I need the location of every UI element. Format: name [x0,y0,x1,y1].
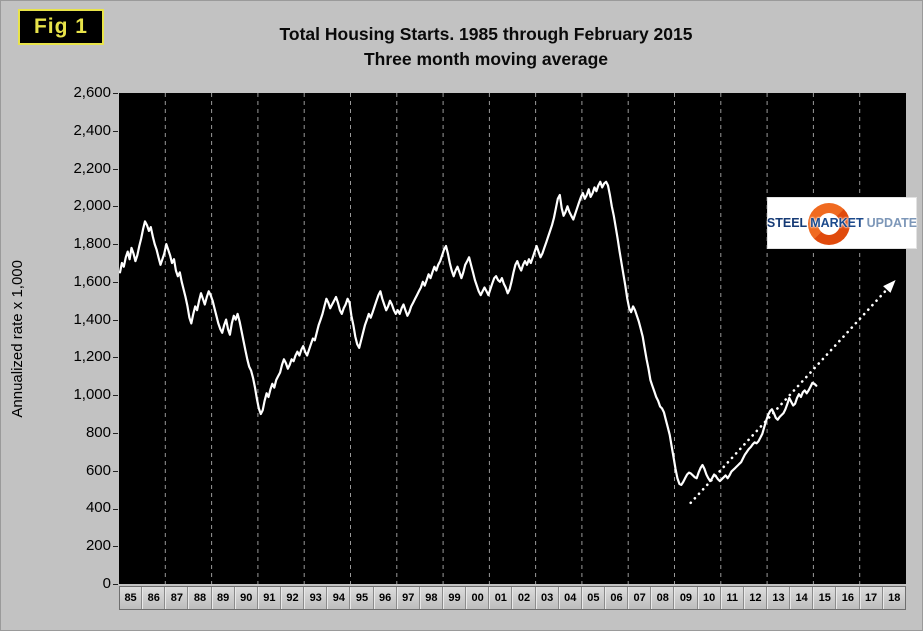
y-axis-tick-mark [113,470,118,472]
x-axis-year-cell: 09 [674,587,698,609]
x-axis-year-cell: 12 [743,587,767,609]
trend-projection-line [689,288,889,505]
x-axis-year-cell: 92 [280,587,305,609]
x-axis-year-cell: 16 [836,587,860,609]
y-axis-tick-label: 1,400 [73,310,111,328]
y-axis-tick-label: 1,600 [73,272,111,290]
x-axis-year-cell: 00 [466,587,490,609]
plot-area: STEEL MARKET UPDATE [119,93,917,584]
logo-word-steel: STEEL [766,216,808,230]
chart-title: Total Housing Starts. 1985 through Febru… [111,22,861,71]
x-axis-year-cell: 08 [651,587,675,609]
housing-starts-line [119,180,818,486]
x-axis-year-cell: 17 [859,587,883,609]
x-axis-year-cell: 91 [257,587,281,609]
y-axis-tick-label: 200 [85,537,111,555]
x-axis-year-cell: 11 [720,587,744,609]
x-axis-year-cell: 99 [442,587,467,609]
chart-title-line1: Total Housing Starts. 1985 through Febru… [279,24,693,44]
logo-circle-icon [808,203,850,245]
y-axis-tick-mark [113,432,118,434]
figure-badge: Fig 1 [18,9,104,45]
logo-word-update: UPDATE [866,216,918,230]
x-axis-year-cell: 89 [211,587,235,609]
logo-word-market: MARKET [810,216,864,230]
x-axis-year-cell: 88 [188,587,212,609]
logo-text: STEEL MARKET UPDATE [767,216,917,230]
plot-svg [119,93,896,584]
x-axis-strip: 85 86 87 88 89 90 91 92 93 94 95 96 97 98 99 00 01 02 03 04… [119,586,906,610]
y-axis-tick-label: 400 [85,499,111,517]
y-axis-tick-mark [113,319,118,321]
y-axis-tick-label: 0 [102,575,111,592]
x-axis-year-cell: 96 [373,587,397,609]
chart-title-line2: Three month moving average [363,48,609,69]
y-axis-tick-mark [113,395,118,397]
x-axis-year-cell: 10 [697,587,721,609]
y-axis-tick-mark [113,584,118,585]
y-axis-tick-label: 1,800 [73,235,111,253]
x-axis-year-cell: 86 [142,587,166,609]
x-axis-year-cell: 95 [350,587,374,609]
y-axis-tick-mark [113,281,118,283]
x-axis-year-cell: 87 [165,587,189,609]
x-axis-year-cell: 07 [628,587,652,609]
y-axis-tick-label: 1,000 [73,386,111,404]
x-axis-year-cell: 13 [766,587,791,609]
x-axis-year-cell: 14 [790,587,814,609]
y-axis-tick-label: 2,000 [73,197,111,215]
x-axis-year-cell: 03 [535,587,559,609]
y-axis-tick-mark [113,357,118,359]
y-axis-tick-mark [113,168,118,170]
y-axis-tick-mark [113,546,118,548]
x-axis-year-cell: 94 [327,587,351,609]
steel-market-update-logo: STEEL MARKET UPDATE [767,197,917,249]
y-axis-tick-mark [113,508,118,510]
x-axis-year-cell: 06 [604,587,629,609]
y-axis-tick-mark [113,93,118,94]
y-axis-tick-label: 1,200 [73,348,111,366]
y-axis-tick-mark [113,130,118,132]
x-axis-year-cell: 18 [882,587,905,609]
y-axis-tick-label: 800 [85,423,111,441]
y-axis-title-text: Annualized rate x 1,000 [8,259,26,418]
trend-arrowhead-icon [883,280,896,293]
x-axis-year-cell: 01 [489,587,513,609]
x-axis-year-cell: 93 [304,587,328,609]
y-axis-tick-label: 2,200 [73,159,111,177]
y-axis-tick-mark [113,244,118,246]
x-axis-year-cell: 02 [512,587,536,609]
y-axis-title: Annualized rate x 1,000 [5,93,29,584]
x-axis-year-cell: 05 [581,587,605,609]
y-axis-tick-mark [113,206,118,208]
x-axis-year-cell: 15 [813,587,837,609]
figure-badge-label: Fig 1 [33,15,88,38]
x-axis-year-cell: 98 [419,587,443,609]
x-axis-year-cell: 85 [120,587,143,609]
x-axis-year-cell: 04 [558,587,582,609]
x-axis-year-cell: 97 [396,587,420,609]
x-axis-year-cell: 90 [234,587,258,609]
y-axis-tick-label: 2,600 [73,84,111,101]
y-axis-tick-label: 2,400 [73,121,111,139]
y-axis-tick-label: 600 [85,461,111,479]
